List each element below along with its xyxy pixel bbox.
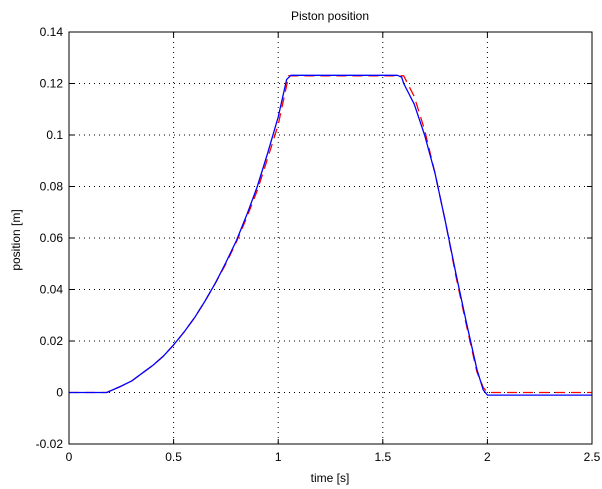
x-tick-label: 0 [66,450,73,464]
y-tick-label: 0.14 [40,25,64,39]
x-tick-label: 2.5 [584,450,601,464]
y-tick-label: -0.02 [36,437,64,451]
plot-area: 0 0.5 1 1.5 2 2.5-0.0200.020.040.060.080.10.1… [36,25,601,464]
y-tick-label: 0.1 [46,128,63,142]
x-tick-label: 2 [484,450,491,464]
x-tick-label: 1.5 [374,450,391,464]
x-axis-title: time [s] [311,471,350,485]
y-tick-label: 0.12 [40,77,64,91]
y-tick-label: 0.02 [40,334,64,348]
plot-frame [68,31,593,445]
x-tick-label: 0.5 [165,450,182,464]
y-tick-label: 0.08 [40,180,64,194]
plot-background [69,32,592,444]
x-tick-label: 1 [275,450,282,464]
y-tick-label: 0.06 [40,231,64,245]
series-line-solid [69,74,592,396]
y-tick-label: 0 [56,386,63,400]
chart-title: Piston position [291,9,369,23]
y-axis-title: position [m] [9,209,23,270]
y-tick-label: 0.04 [40,283,64,297]
